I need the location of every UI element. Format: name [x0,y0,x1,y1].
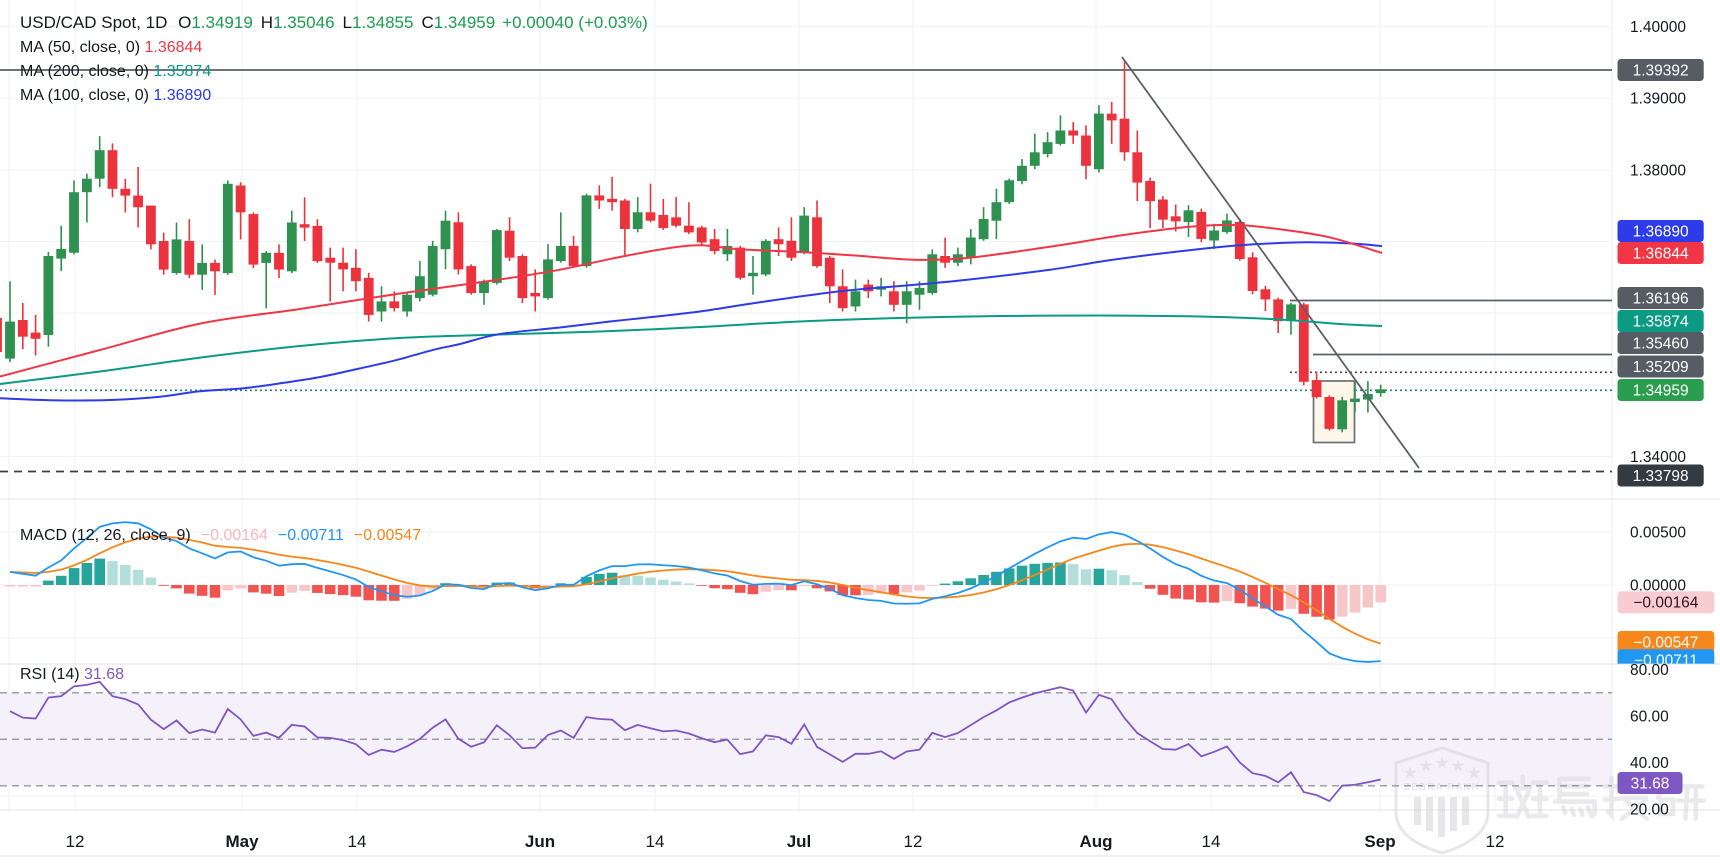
svg-text:−0.00164: −0.00164 [1633,595,1698,612]
svg-text:12: 12 [904,832,923,851]
svg-text:Aug: Aug [1079,832,1112,851]
svg-text:12: 12 [1486,832,1505,851]
svg-text:14: 14 [348,832,367,851]
svg-text:20.00: 20.00 [1630,801,1669,818]
svg-text:MA (50, close, 0) 1.36844: MA (50, close, 0) 1.36844 [20,39,202,56]
svg-text:Jun: Jun [525,832,555,851]
svg-text:1.39000: 1.39000 [1630,91,1686,108]
svg-text:60.00: 60.00 [1630,708,1669,725]
svg-text:MACD (12, 26, close, 9)−0.0016: MACD (12, 26, close, 9) −0.00164 −0.00711−… [20,527,421,544]
svg-text:0.00500: 0.00500 [1630,524,1686,541]
svg-text:1.40000: 1.40000 [1630,19,1686,36]
svg-text:ZEBRA RANK: ZEBRA RANK [1404,782,1480,793]
svg-text:1.34959: 1.34959 [1633,382,1689,399]
svg-text:MA (100, close, 0) 1.36890: MA (100, close, 0) 1.36890 [20,87,211,104]
svg-text:Sep: Sep [1364,832,1395,851]
svg-text:1.35874: 1.35874 [1633,313,1689,330]
svg-text:Jul: Jul [787,832,812,851]
svg-text:12: 12 [66,832,85,851]
svg-text:40.00: 40.00 [1630,755,1669,772]
svg-text:1.38000: 1.38000 [1630,162,1686,179]
svg-text:1.35460: 1.35460 [1633,335,1689,352]
svg-text:1.34000: 1.34000 [1630,449,1686,466]
svg-text:RSI (14) 31.68: RSI (14) 31.68 [20,666,124,683]
svg-text:80.00: 80.00 [1630,662,1669,679]
svg-text:1.36196: 1.36196 [1633,290,1689,307]
svg-text:14: 14 [646,832,665,851]
svg-text:0.00000: 0.00000 [1630,577,1686,594]
svg-text:1.36844: 1.36844 [1633,245,1689,262]
svg-text:1.36890: 1.36890 [1633,223,1689,240]
svg-text:14: 14 [1202,832,1221,851]
svg-text:−0.00547: −0.00547 [1633,634,1698,651]
svg-text:1.33798: 1.33798 [1633,468,1689,485]
svg-text:31.68: 31.68 [1631,775,1670,792]
svg-text:1.39392: 1.39392 [1633,62,1689,79]
svg-text:1.35209: 1.35209 [1633,359,1689,376]
svg-text:MA (200, close, 0) 1.35874: MA (200, close, 0) 1.35874 [20,63,211,80]
svg-text:May: May [225,832,259,851]
svg-text:−0.00711: −0.00711 [1634,653,1698,670]
